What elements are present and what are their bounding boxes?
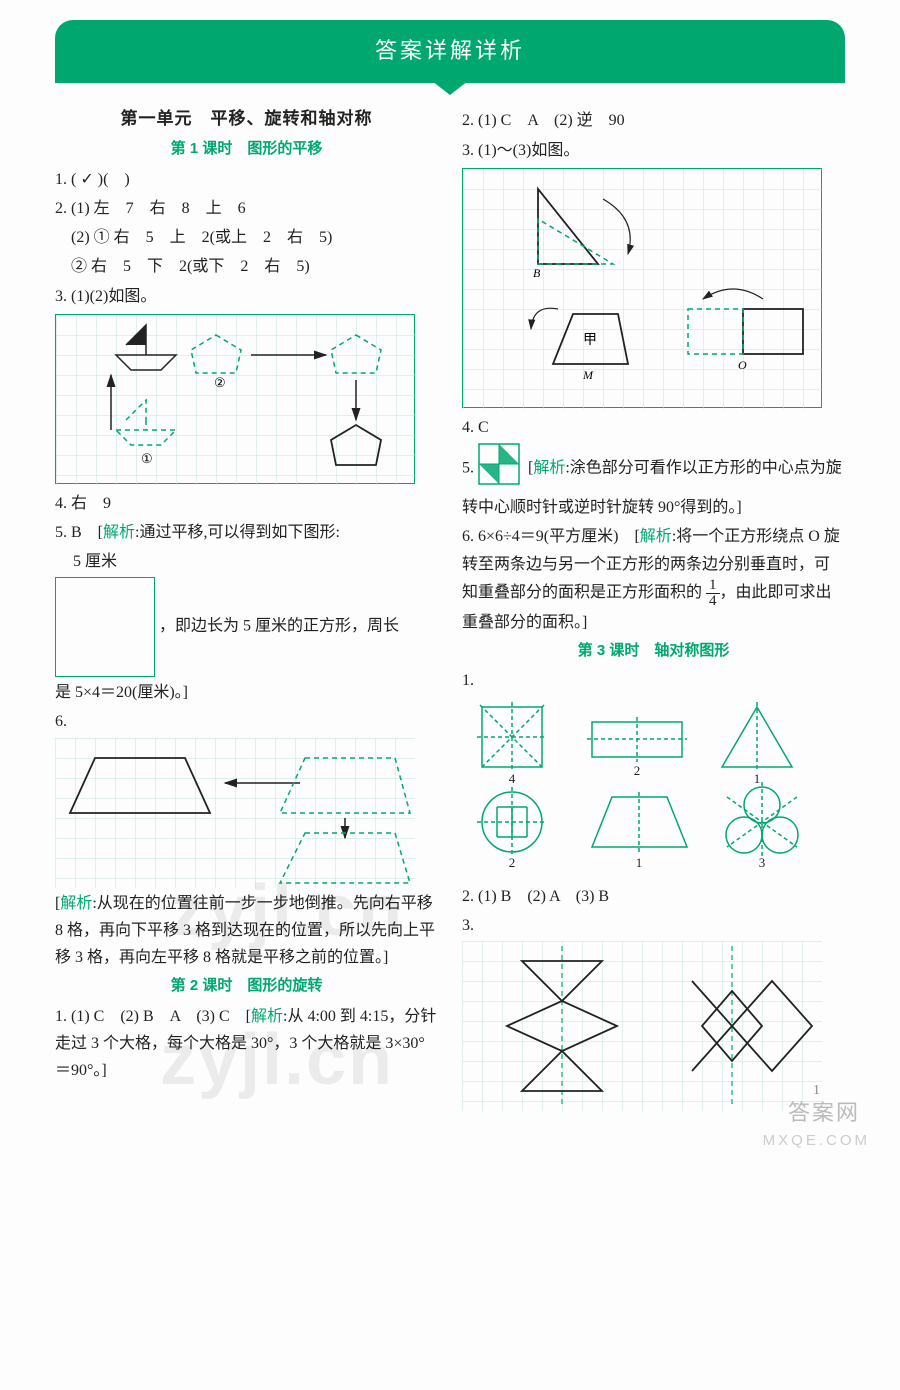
l1-q5-b: ，即边长为 5 厘米的正方形，周长 — [159, 618, 399, 635]
l2-q6: 6. 6×6÷4＝9(平方厘米) [解析:将一个正方形绕点 O 旋转至两条边与另… — [462, 523, 845, 636]
svg-text:1: 1 — [636, 855, 643, 870]
l1-q5-a: :通过平移,可以得到如下图形: — [135, 524, 340, 541]
svg-text:M: M — [582, 368, 594, 382]
l2-q5: 5. [解析:涂色部分可看作以正方形的中心点为旋转中心顺时针或逆时针旋转 90°… — [462, 443, 845, 521]
analysis-label: 解析 — [60, 895, 92, 912]
svg-text:B: B — [533, 266, 541, 280]
l1-q5-dim: 5 厘米 — [73, 548, 438, 575]
lesson2-title: 第 2 课时 图形的旋转 — [55, 973, 438, 999]
svg-text:2: 2 — [509, 855, 516, 870]
svg-text:①: ① — [141, 451, 153, 466]
right-column: 2. (1) C A (2) 逆 90 3. (1)～(3)如图。 — [462, 105, 845, 1111]
analysis-label: 解析 — [251, 1008, 283, 1025]
l1-q2c: ② 右 5 下 2(或下 2 右 5) — [55, 253, 438, 280]
l1-q5-c: 是 5×4＝20(厘米)。] — [55, 679, 438, 706]
l2-q5-head: 5. — [462, 459, 474, 476]
svg-text:甲: 甲 — [583, 333, 597, 348]
l1-q3: 3. (1)(2)如图。 — [55, 283, 438, 310]
fraction-1-4: 14 — [706, 578, 720, 609]
l1-q1: 1. ( ✓ )( ) — [55, 166, 438, 193]
sym-count-a: 4 — [509, 771, 516, 786]
l1-q6-analysis: [解析:从现在的位置往前一步一步地倒推。先向右平移 8 格，再向下平移 3 格到… — [55, 890, 438, 972]
l1-q5-square-row: ，即边长为 5 厘米的正方形，周长 — [55, 575, 438, 679]
left-column: 第一单元 平移、旋转和轴对称 第 1 课时 图形的平移 1. ( ✓ )( ) … — [55, 105, 438, 1111]
unit-title: 第一单元 平移、旋转和轴对称 — [55, 105, 438, 134]
lesson1-title: 第 1 课时 图形的平移 — [55, 136, 438, 162]
l3-q1: 1. — [462, 667, 845, 694]
l2-q4: 4. C — [462, 414, 845, 441]
footer-url: MXQE.COM — [763, 1128, 870, 1154]
l2-q1-head: 1. (1) C (2) B A (3) C [ — [55, 1008, 251, 1025]
l2-q3-figure: B 甲 M O — [462, 168, 822, 408]
footer-logo: 答案网 — [788, 1094, 860, 1131]
l3-q3-figure — [462, 941, 822, 1111]
analysis-label: 解析 — [533, 459, 565, 476]
l1-q6-figure — [55, 738, 415, 888]
l1-q5: 5. B [解析:通过平移,可以得到如下图形: — [55, 519, 438, 546]
analysis-label: 解析 — [103, 524, 135, 541]
lesson3-title: 第 3 课时 轴对称图形 — [462, 638, 845, 664]
l1-q5-head: 5. B [ — [55, 524, 103, 541]
analysis-label: 解析 — [640, 528, 672, 545]
l1-q2a: 2. (1) 左 7 右 8 上 6 — [55, 195, 438, 222]
l3-q1-figure: 4 2 1 2 1 3 — [462, 697, 822, 881]
l1-q4: 4. 右 9 — [55, 490, 438, 517]
l1-q2b: (2) ① 右 5 上 2(或上 2 右 5) — [55, 224, 438, 251]
l1-q3-figure: ② ① — [55, 314, 415, 484]
rotated-square-icon — [478, 443, 520, 494]
l2-q3: 3. (1)～(3)如图。 — [462, 137, 845, 164]
l3-q3: 3. — [462, 912, 845, 939]
svg-text:3: 3 — [759, 855, 766, 870]
square-5cm — [55, 577, 155, 677]
page-banner: 答案详解详析 — [55, 20, 845, 83]
l1-q6: 6. — [55, 708, 438, 735]
l3-q2: 2. (1) B (2) A (3) B — [462, 883, 845, 910]
svg-text:1: 1 — [754, 771, 761, 786]
svg-text:②: ② — [214, 375, 226, 390]
l2-q2: 2. (1) C A (2) 逆 90 — [462, 107, 845, 134]
l1-q6-text: :从现在的位置往前一步一步地倒推。先向右平移 8 格，再向下平移 3 格到达现在… — [55, 895, 435, 966]
content-columns: 第一单元 平移、旋转和轴对称 第 1 课时 图形的平移 1. ( ✓ )( ) … — [55, 105, 845, 1111]
svg-text:O: O — [738, 358, 747, 372]
l2-q1: 1. (1) C (2) B A (3) C [解析:从 4:00 到 4:15… — [55, 1003, 438, 1085]
l2-q6-head: 6. 6×6÷4＝9(平方厘米) [ — [462, 528, 640, 545]
svg-text:2: 2 — [634, 763, 641, 778]
